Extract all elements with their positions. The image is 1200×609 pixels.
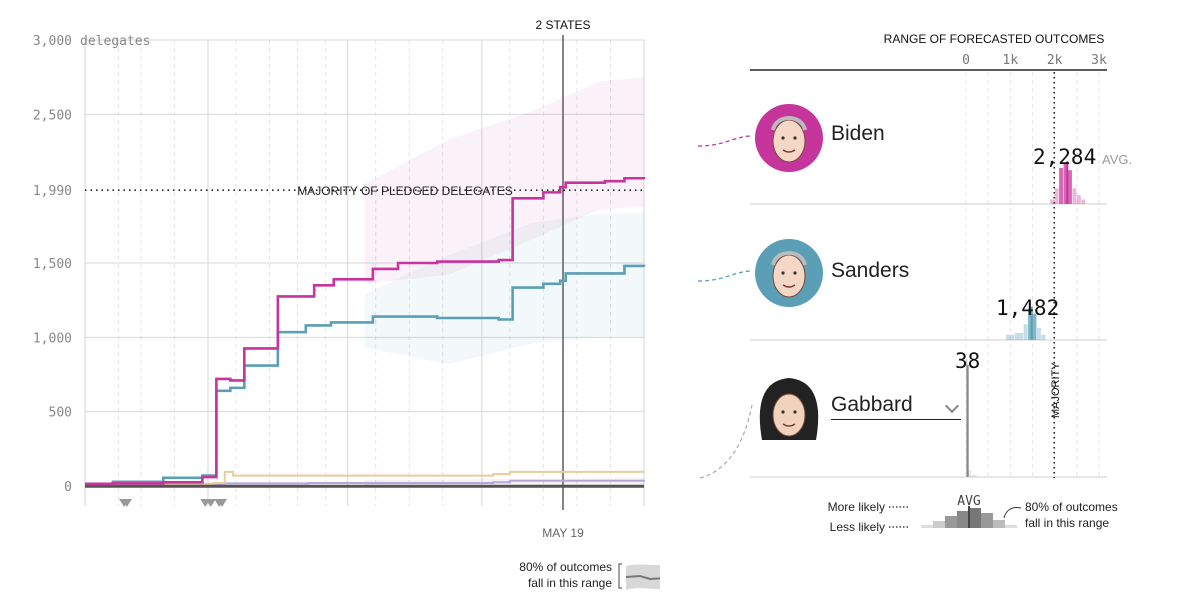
series-line-other xyxy=(85,470,644,485)
key-histogram-bar xyxy=(969,508,981,528)
panel-x-tick: 0 xyxy=(962,53,970,68)
y-unit-label: delegates xyxy=(80,34,150,49)
key-histogram-bar xyxy=(981,513,993,528)
y-tick-label: 1,000 xyxy=(33,331,72,346)
majority-label: MAJORITY OF PLEDGED DELEGATES xyxy=(297,184,513,198)
band-legend-line-swatch xyxy=(625,574,660,581)
forecast-band-biden xyxy=(364,77,644,284)
delegate-lines xyxy=(85,176,646,488)
key-avg-label: AVG xyxy=(957,494,981,509)
avatar-eye xyxy=(781,136,785,140)
key-histogram-bar xyxy=(933,521,945,528)
panel-title: RANGE OF FORECASTED OUTCOMES xyxy=(884,32,1105,46)
panel-x-tick: 2k xyxy=(1047,53,1063,68)
connector-line-biden xyxy=(697,135,753,147)
band-legend-line1: 80% of outcomes xyxy=(519,560,612,574)
key-histogram-bar xyxy=(921,525,933,528)
band-legend-bracket xyxy=(618,563,622,589)
event-marker-triangle xyxy=(121,499,132,507)
event-marker-triangle xyxy=(205,499,216,507)
candidate-name-biden: Biden xyxy=(831,122,885,145)
y-tick-label: 3,000 xyxy=(33,34,72,49)
candidate-name-gabbard: Gabbard xyxy=(831,393,913,416)
delegate-chart: 0 500 1,000 1,500 1,990 2,500 3,000 delegates MA… xyxy=(33,18,660,590)
key-range-note-2: fall in this range xyxy=(1025,516,1109,530)
event-marker-triangle xyxy=(216,499,227,507)
key-arrow xyxy=(1003,507,1022,519)
key-less-likely: Less likely xyxy=(830,520,885,534)
avatar-hair-biden xyxy=(771,116,807,131)
biden-avg-value: 2,284 xyxy=(1033,145,1097,169)
avatar-eye xyxy=(793,136,797,140)
panel-majority-label: MAJORITY xyxy=(1050,362,1062,418)
histogram-bar-sanders xyxy=(1032,313,1037,340)
avatar-eye xyxy=(793,410,797,414)
y-tick-label: 0 xyxy=(64,480,72,495)
forecast-panel-drawing: RANGE OF FORECASTED OUTCOMES 0 1k 2k 3k MAJOR… xyxy=(697,32,1118,534)
histogram-bar-gabbard xyxy=(967,469,971,477)
candidate-name-sanders: Sanders xyxy=(831,259,910,282)
histogram-bar-biden xyxy=(1076,195,1081,204)
histogram-bar-biden xyxy=(1059,168,1064,204)
y-tick-label: 2,500 xyxy=(33,108,72,123)
avatar-hair-sanders xyxy=(771,251,807,266)
histogram-bar-sanders xyxy=(1028,308,1032,340)
connector-line-sanders xyxy=(697,270,753,282)
series-line-biden xyxy=(85,176,646,486)
key-histogram-bar xyxy=(1005,525,1017,528)
histogram-bar-gabbard xyxy=(971,474,977,477)
histogram-bar-biden xyxy=(1072,188,1077,204)
sanders-avg-value: 1,482 xyxy=(996,296,1060,320)
y-tick-label: 1,990 xyxy=(33,184,72,199)
avatar-mouth xyxy=(782,284,796,288)
avatar-face-biden xyxy=(772,119,806,163)
band-legend-line2: fall in this range xyxy=(528,576,612,590)
now-marker-label: 2 STATES xyxy=(536,18,591,32)
key-histogram-bar xyxy=(993,520,1005,528)
histogram-bar-sanders xyxy=(1036,327,1041,340)
histogram-bar-sanders xyxy=(1005,334,1015,340)
avatar-eye xyxy=(793,271,797,275)
histogram-bar-biden xyxy=(1050,199,1055,204)
chevron-down-icon xyxy=(944,398,960,414)
avatar-eye xyxy=(781,271,785,275)
histogram-bar-sanders xyxy=(1014,333,1024,340)
histogram-bar-sanders xyxy=(1023,324,1028,340)
chart-text: 0 500 1,000 1,500 1,990 2,500 3,000 delegates MA… xyxy=(33,18,660,590)
candidate-select-dropdown[interactable]: Gabbard xyxy=(831,391,961,420)
gabbard-avg-value: 38 xyxy=(955,349,981,373)
histogram-bar-biden xyxy=(1067,170,1072,204)
forecast-band-sanders xyxy=(364,212,644,365)
key-range-note-1: 80% of outcomes xyxy=(1025,500,1118,514)
histogram-bar-biden xyxy=(1054,188,1059,204)
histogram-bar-biden xyxy=(1063,163,1068,204)
series-line-sanders xyxy=(85,264,646,486)
avatar-eye xyxy=(781,410,785,414)
panel-x-tick: 1k xyxy=(1003,53,1019,68)
histogram-bar-gabbard xyxy=(966,359,968,477)
avatar-face-gabbard xyxy=(772,393,806,437)
x-date-label: MAY 19 xyxy=(542,526,584,540)
y-tick-label: 1,500 xyxy=(33,257,72,272)
histogram-bar-biden xyxy=(1081,199,1086,204)
connector-line-gabbard xyxy=(699,404,753,479)
avatar-mouth xyxy=(782,149,796,153)
avatar-face-sanders xyxy=(772,254,806,298)
biden-avg-suffix: AVG. xyxy=(1102,152,1133,167)
avatar-mouth xyxy=(782,423,796,427)
histogram-bar-sanders xyxy=(1041,334,1046,340)
key-more-likely: More likely xyxy=(828,500,885,514)
key-histogram-bar xyxy=(945,516,957,528)
y-tick-label: 500 xyxy=(49,406,72,421)
key-histogram-bar xyxy=(957,511,969,528)
panel-x-tick: 3k xyxy=(1091,53,1107,68)
